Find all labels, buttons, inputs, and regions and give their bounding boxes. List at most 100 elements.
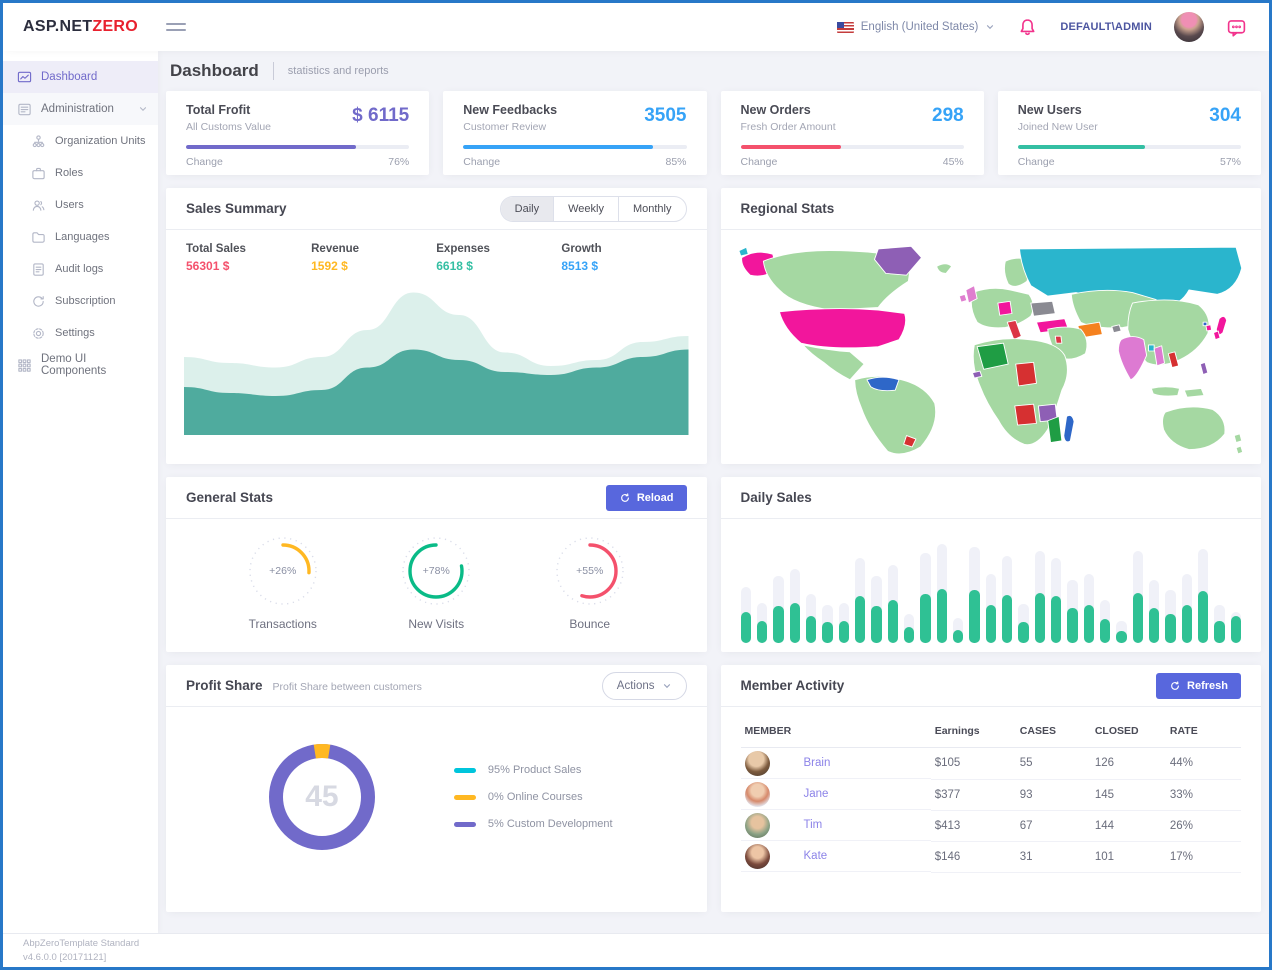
member-earnings: $105: [930, 747, 1016, 780]
sidebar-item-subscription[interactable]: Subscription: [3, 285, 158, 317]
sidebar-item-roles[interactable]: Roles: [3, 157, 158, 189]
folder-icon: [31, 230, 46, 245]
sales-stat-value: 8513 $: [561, 259, 599, 273]
org-units-icon: [31, 134, 46, 149]
sidebar-item-label: Demo UI Components: [41, 353, 107, 377]
member-name-link[interactable]: Kate: [803, 850, 828, 862]
stat-card-title: New Orders: [740, 103, 811, 117]
bell-icon[interactable]: [1017, 17, 1038, 38]
chevron-down-icon: [139, 107, 147, 112]
refresh-ring-icon: [31, 294, 46, 309]
refresh-button[interactable]: Refresh: [1156, 672, 1241, 699]
grid-icon: [17, 358, 32, 373]
daily-sales-title: Daily Sales: [740, 490, 812, 505]
tab-weekly[interactable]: Weekly: [553, 196, 618, 221]
chat-icon[interactable]: [1226, 17, 1247, 38]
legend-swatch: [453, 821, 476, 827]
legend-label: 95% Product Sales: [487, 764, 582, 776]
general-stats-gauges: +26% Transactions +78% New Visits +55% B…: [166, 519, 707, 631]
user-avatar[interactable]: [1174, 12, 1204, 42]
sales-stat: Expenses 6618 $: [436, 243, 561, 273]
app-logo[interactable]: ASP.NETZERO: [23, 18, 138, 36]
reload-button[interactable]: Reload: [605, 484, 687, 511]
language-selector[interactable]: English (United States): [836, 21, 996, 33]
member-closed: 144: [1090, 810, 1166, 842]
stat-card-3: New Users Joined New User 304 Change 57%: [997, 91, 1261, 175]
donut-center-value: 45: [305, 780, 339, 813]
member-avatar: [744, 843, 770, 869]
daily-sales-bar: [985, 531, 996, 643]
profit-share-card: Profit Share Profit Share between custom…: [166, 665, 707, 912]
profit-share-donut-chart: 45: [260, 735, 384, 859]
daily-sales-bar: [903, 531, 915, 643]
legend-item: 95% Product Sales: [453, 764, 613, 776]
sidebar-item-label: Roles: [55, 167, 84, 179]
stat-card-title: New Feedbacks: [463, 103, 558, 117]
general-stats-title: General Stats: [186, 490, 274, 505]
daily-sales-bar: [887, 531, 898, 643]
sales-stat-label: Revenue: [311, 243, 360, 255]
daily-sales-bar: [1067, 531, 1078, 643]
member-avatar: [744, 781, 770, 807]
page-subtitle: statistics and reports: [287, 65, 389, 77]
sidebar-item-label: Organization Units: [55, 135, 146, 147]
daily-sales-bar: [1100, 531, 1111, 643]
sidebar-item-users[interactable]: Users: [3, 189, 158, 221]
stat-card-value: $ 6115: [352, 105, 410, 126]
table-header-rate: RATE: [1165, 715, 1241, 748]
document-icon: [31, 262, 46, 277]
sidebar-item-organization-units[interactable]: Organization Units: [3, 125, 158, 157]
profit-share-legend: 95% Product Sales 0% Online Courses 5% C…: [453, 764, 613, 830]
sidebar-toggle-icon[interactable]: [166, 19, 187, 35]
footer: AbpZeroTemplate Standard v4.6.0.0 [20171…: [3, 933, 1269, 967]
member-closed: 145: [1090, 779, 1166, 811]
refresh-icon: [1171, 680, 1179, 690]
stat-progress-bar: [1017, 145, 1241, 149]
table-header-member: MEMBER: [740, 715, 931, 748]
chevron-down-icon: [663, 683, 670, 688]
sidebar-item-dashboard[interactable]: Dashboard: [3, 61, 158, 93]
member-name-link[interactable]: Brain: [803, 757, 831, 769]
daily-sales-bar: [789, 531, 800, 643]
sales-summary-area-chart: [166, 277, 707, 435]
tab-monthly[interactable]: Monthly: [617, 196, 686, 221]
table-row: Brain $105 55 126 44%: [740, 747, 1241, 780]
member-earnings: $413: [930, 810, 1016, 842]
sidebar-item-label: Dashboard: [41, 71, 98, 83]
stat-card-value: 3505: [644, 105, 687, 126]
daily-sales-bar: [1002, 531, 1013, 643]
stat-change-percent: 76%: [388, 156, 410, 168]
actions-button[interactable]: Actions: [601, 671, 687, 700]
regional-stats-card: Regional Stats: [720, 188, 1261, 464]
legend-swatch: [453, 767, 476, 773]
tab-daily[interactable]: Daily: [500, 196, 554, 221]
stat-card-title: Total Frofit: [186, 103, 251, 117]
user-menu[interactable]: DEFAULT\ADMIN: [1060, 21, 1152, 33]
member-name-link[interactable]: Tim: [803, 819, 823, 831]
member-name-link[interactable]: Jane: [803, 788, 829, 800]
daily-sales-bar: [936, 531, 947, 643]
stat-card-title: New Users: [1017, 103, 1082, 117]
sidebar-item-demo-ui-components[interactable]: Demo UI Components: [3, 349, 158, 381]
sales-summary-card: Sales Summary Daily Weekly Monthly Total S…: [166, 188, 707, 464]
member-cases: 93: [1015, 779, 1091, 811]
member-cases: 67: [1015, 810, 1091, 842]
stat-card-subtitle: Customer Review: [463, 121, 547, 133]
sidebar-item-administration[interactable]: Administration: [3, 93, 158, 125]
users-icon: [31, 198, 46, 213]
gauge-value: +26%: [269, 565, 297, 577]
sidebar-item-languages[interactable]: Languages: [3, 221, 158, 253]
stat-change-label: Change: [463, 156, 501, 168]
stat-card-1: New Feedbacks Customer Review 3505 Chang…: [443, 91, 707, 175]
daily-sales-bar: [1018, 531, 1029, 643]
sales-stat-label: Total Sales: [186, 243, 246, 255]
sales-stat-value: 56301 $: [186, 259, 230, 273]
legend-swatch: [453, 794, 476, 800]
sidebar-item-settings[interactable]: Settings: [3, 317, 158, 349]
legend-label: 0% Online Courses: [487, 791, 583, 803]
sidebar-item-audit-logs[interactable]: Audit logs: [3, 253, 158, 285]
sales-stat-label: Growth: [561, 243, 602, 255]
chevron-down-icon: [987, 25, 994, 30]
gauge-transactions: +26% Transactions: [245, 533, 321, 631]
